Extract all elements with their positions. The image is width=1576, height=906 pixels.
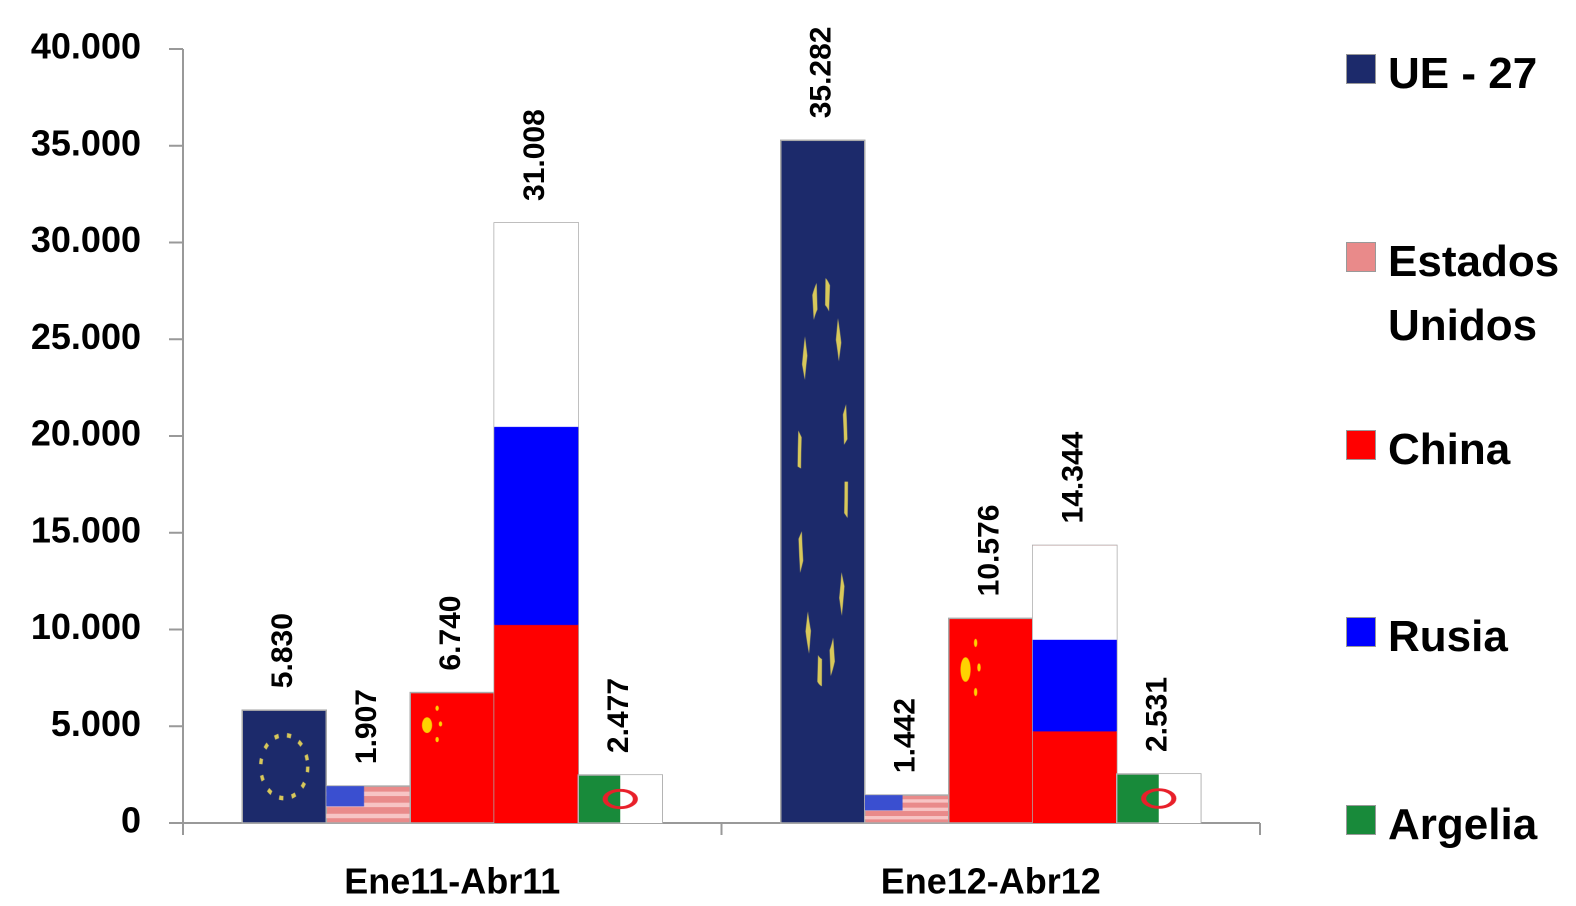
legend-item: Argelia: [1346, 793, 1568, 857]
data-label: 1.907: [350, 689, 383, 764]
legend-swatch: [1346, 54, 1376, 84]
bar: [1032, 544, 1118, 824]
bar: [493, 222, 579, 824]
data-label: 35.282: [805, 27, 838, 119]
data-label: 6.740: [434, 596, 467, 671]
bar: [1116, 773, 1202, 824]
bar: [577, 774, 663, 824]
data-label: 2.531: [1141, 677, 1174, 752]
legend-item: UE - 27: [1346, 42, 1568, 106]
legend: UE - 27 Estados Unidos China Rusia Argelia: [1346, 0, 1576, 906]
y-tick-label: 0: [121, 800, 141, 841]
y-tick-label: 30.000: [31, 219, 141, 260]
data-label: 14.344: [1057, 431, 1090, 523]
bar: [864, 794, 950, 824]
legend-label: Argelia: [1388, 800, 1538, 849]
data-label: 31.008: [518, 109, 551, 201]
y-tick-label: 10.000: [31, 606, 141, 647]
y-tick-label: 20.000: [31, 413, 141, 454]
bar: [241, 709, 327, 824]
chart: 0 5.000 10.000 15.000 20.000 25.000 30.000 35.0…: [31, 26, 1261, 902]
y-tick-label: 15.000: [31, 509, 141, 550]
bar: [948, 617, 1034, 824]
y-tick-label: 25.000: [31, 316, 141, 357]
data-label: 2.477: [602, 678, 635, 753]
x-tick-label: Ene12-Abr12: [881, 861, 1101, 902]
y-tick-label: 40.000: [31, 26, 141, 67]
legend-label: Rusia: [1388, 612, 1508, 661]
bar: [780, 139, 866, 824]
x-tick-label: Ene11-Abr11: [344, 861, 560, 902]
data-label: 10.576: [973, 505, 1006, 597]
legend-item: Rusia: [1346, 605, 1568, 669]
legend-item: Estados Unidos: [1346, 230, 1568, 358]
legend-label: UE - 27: [1388, 49, 1538, 98]
legend-item: China: [1346, 418, 1568, 482]
bar: [409, 691, 495, 824]
y-tick-label: 5.000: [51, 703, 141, 744]
y-tick-label: 35.000: [31, 122, 141, 163]
data-label: 1.442: [889, 698, 922, 773]
legend-swatch: [1346, 242, 1376, 272]
legend-swatch: [1346, 805, 1376, 835]
legend-swatch: [1346, 430, 1376, 460]
legend-label: China: [1388, 425, 1511, 474]
legend-swatch: [1346, 617, 1376, 647]
data-label: 5.830: [266, 613, 299, 688]
bar: [325, 785, 411, 824]
legend-label: Estados Unidos: [1388, 237, 1560, 350]
